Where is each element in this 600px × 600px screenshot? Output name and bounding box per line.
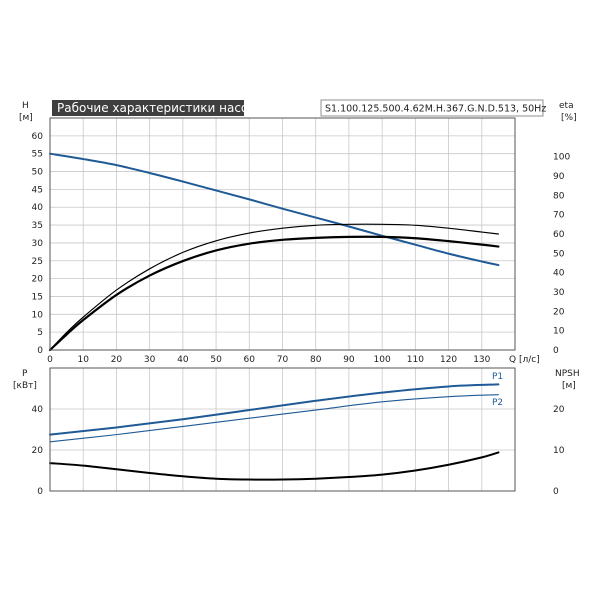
- q-tick-label: 70: [277, 355, 289, 365]
- h-tick-label: 0: [37, 346, 43, 356]
- h-tick-label: 55: [32, 150, 43, 160]
- eta-tick-label: 50: [553, 249, 565, 259]
- q-axis-label: Q: [509, 355, 516, 365]
- h-tick-label: 60: [32, 132, 44, 142]
- h-tick-label: 25: [32, 257, 43, 267]
- h-tick-label: 40: [32, 203, 44, 213]
- q-tick-label: 130: [473, 355, 490, 365]
- top-plot-frame: [49, 117, 516, 351]
- h-axis-label: H: [22, 101, 29, 111]
- q-tick-label: 100: [374, 355, 391, 365]
- h-tick-label: 10: [32, 310, 44, 320]
- q-tick-label: 20: [111, 355, 123, 365]
- power-p1-curve: [49, 383, 500, 436]
- chart-title: Рабочие характеристики насоса: [57, 101, 262, 115]
- chart-title-background: [52, 100, 244, 116]
- efficiency-curve-thin: [49, 223, 499, 351]
- q-tick-label: 110: [407, 355, 424, 365]
- npsh-axis-unit: [м]: [562, 381, 576, 391]
- h-tick-label: 45: [32, 185, 43, 195]
- q-axis-unit: [л/с]: [519, 355, 540, 365]
- npsh-curve: [49, 451, 500, 481]
- bottom-plot-frame: [49, 367, 516, 492]
- eta-tick-label: 80: [553, 191, 565, 201]
- model-box: [320, 99, 544, 117]
- eta-tick-label: 70: [553, 211, 565, 221]
- eta-tick-label: 30: [553, 288, 565, 298]
- eta-axis-label: eta: [559, 101, 574, 111]
- pump-model-label: S1.100.125.500.4.62M.H.367.G.N.D.513, 50…: [325, 104, 546, 115]
- h-tick-label: 15: [32, 292, 43, 302]
- q-tick-label: 50: [210, 355, 222, 365]
- p-tick-label: 20: [32, 446, 44, 456]
- h-tick-label: 30: [32, 239, 44, 249]
- q-tick-label: 60: [244, 355, 256, 365]
- npsh-axis-label: NPSH: [555, 369, 580, 379]
- q-tick-label: 40: [177, 355, 189, 365]
- eta-axis-unit: [%]: [561, 113, 577, 123]
- npsh-tick-label: 0: [553, 487, 559, 497]
- h-tick-label: 5: [37, 328, 43, 338]
- series-label-p2: P2: [492, 398, 503, 408]
- q-tick-label: 80: [310, 355, 322, 365]
- efficiency-curve-thick: [48, 235, 500, 352]
- npsh-tick-label: 10: [553, 446, 565, 456]
- npsh-tick-label: 20: [553, 405, 565, 415]
- q-tick-label: 30: [144, 355, 156, 365]
- tick-labels: 0 10 20 30 40 50 60 70 80 90 100 110 120 130051015202…: [32, 132, 571, 497]
- eta-tick-label: 40: [553, 269, 565, 279]
- p-axis-label: P: [22, 369, 28, 379]
- eta-tick-label: 60: [553, 230, 565, 240]
- q-tick-label: 10: [77, 355, 89, 365]
- p-tick-label: 40: [32, 405, 44, 415]
- q-tick-label: 120: [440, 355, 457, 365]
- h-axis-unit: [м]: [19, 113, 33, 123]
- series-label-p1: P1: [492, 372, 503, 382]
- top-plot-grid: [49, 118, 516, 351]
- h-tick-label: 50: [32, 168, 44, 178]
- head-curve: [49, 152, 500, 267]
- eta-tick-label: 20: [553, 307, 565, 317]
- p-tick-label: 0: [37, 487, 43, 497]
- h-tick-label: 20: [32, 275, 44, 285]
- eta-tick-label: 90: [553, 172, 565, 182]
- power-p2-curve: [49, 394, 499, 443]
- h-tick-label: 35: [32, 221, 43, 231]
- series-layer: [48, 152, 500, 481]
- eta-tick-label: 10: [553, 327, 565, 337]
- q-tick-label: 0: [47, 355, 53, 365]
- eta-tick-label: 0: [553, 346, 559, 356]
- p-axis-unit: [кВт]: [13, 381, 37, 391]
- eta-tick-label: 100: [553, 153, 570, 163]
- q-tick-label: 90: [343, 355, 355, 365]
